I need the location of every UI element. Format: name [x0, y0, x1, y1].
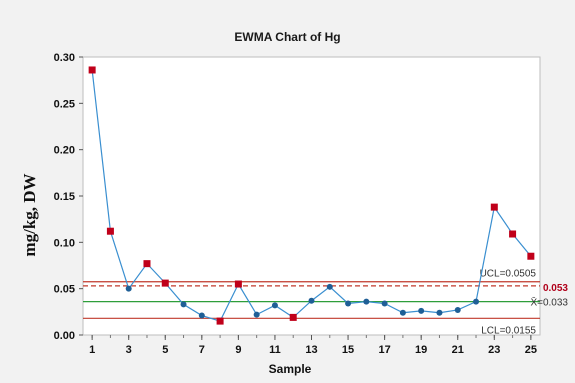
x-tick-label: 21	[452, 344, 464, 356]
y-tick-label: 0.05	[54, 284, 75, 296]
data-point-flagged	[143, 260, 151, 268]
x-tick-label: 15	[342, 344, 354, 356]
x-tick-label: 9	[235, 344, 241, 356]
x-tick-label: 11	[269, 344, 281, 356]
x-tick-label: 25	[525, 344, 537, 356]
center-line-label: X̄=0.033	[530, 296, 568, 309]
data-point	[345, 300, 352, 307]
data-point	[271, 302, 278, 309]
data-point-flagged	[490, 203, 498, 211]
data-point-flagged	[234, 280, 242, 288]
data-point-flagged	[88, 66, 96, 74]
data-point	[381, 300, 388, 307]
y-tick-label: 0.15	[54, 191, 75, 203]
plot-area	[82, 56, 541, 336]
data-point	[180, 301, 187, 308]
ucl-value-label: 0.053	[543, 283, 568, 294]
y-tick-label: 0.00	[54, 330, 75, 342]
data-point	[326, 283, 333, 290]
data-point	[399, 309, 406, 316]
data-point	[308, 297, 315, 304]
x-tick-label: 1	[89, 344, 95, 356]
data-point	[473, 298, 480, 305]
x-tick-label: 3	[126, 344, 132, 356]
lcl-label: LCL=0.0155	[481, 325, 536, 336]
data-point	[253, 311, 260, 318]
data-point-flagged	[106, 227, 114, 235]
y-tick-label: 0.30	[54, 52, 75, 64]
data-point-flagged	[161, 279, 169, 287]
data-point-flagged	[527, 252, 535, 260]
y-tick-label: 0.10	[54, 237, 75, 249]
x-tick-label: 13	[305, 344, 317, 356]
x-tick-label: 19	[415, 344, 427, 356]
data-point-flagged	[509, 230, 517, 238]
y-tick-label: 0.20	[54, 145, 75, 157]
data-point-flagged	[216, 317, 224, 325]
x-axis-label: Sample	[268, 362, 312, 376]
data-point	[363, 298, 370, 305]
data-point	[436, 309, 443, 316]
ucl-label: UCL=0.0505	[480, 269, 537, 280]
data-point	[125, 285, 132, 292]
data-point	[198, 312, 205, 319]
y-tick-label: 0.25	[54, 98, 75, 110]
x-tick-label: 17	[378, 344, 390, 356]
data-point-flagged	[289, 313, 297, 321]
x-tick-label: 5	[162, 344, 168, 356]
data-point	[418, 307, 425, 314]
chart-title: EWMA Chart of Hg	[234, 30, 341, 44]
data-point	[454, 306, 461, 313]
x-tick-label: 7	[199, 344, 205, 356]
x-tick-label: 23	[488, 344, 500, 356]
